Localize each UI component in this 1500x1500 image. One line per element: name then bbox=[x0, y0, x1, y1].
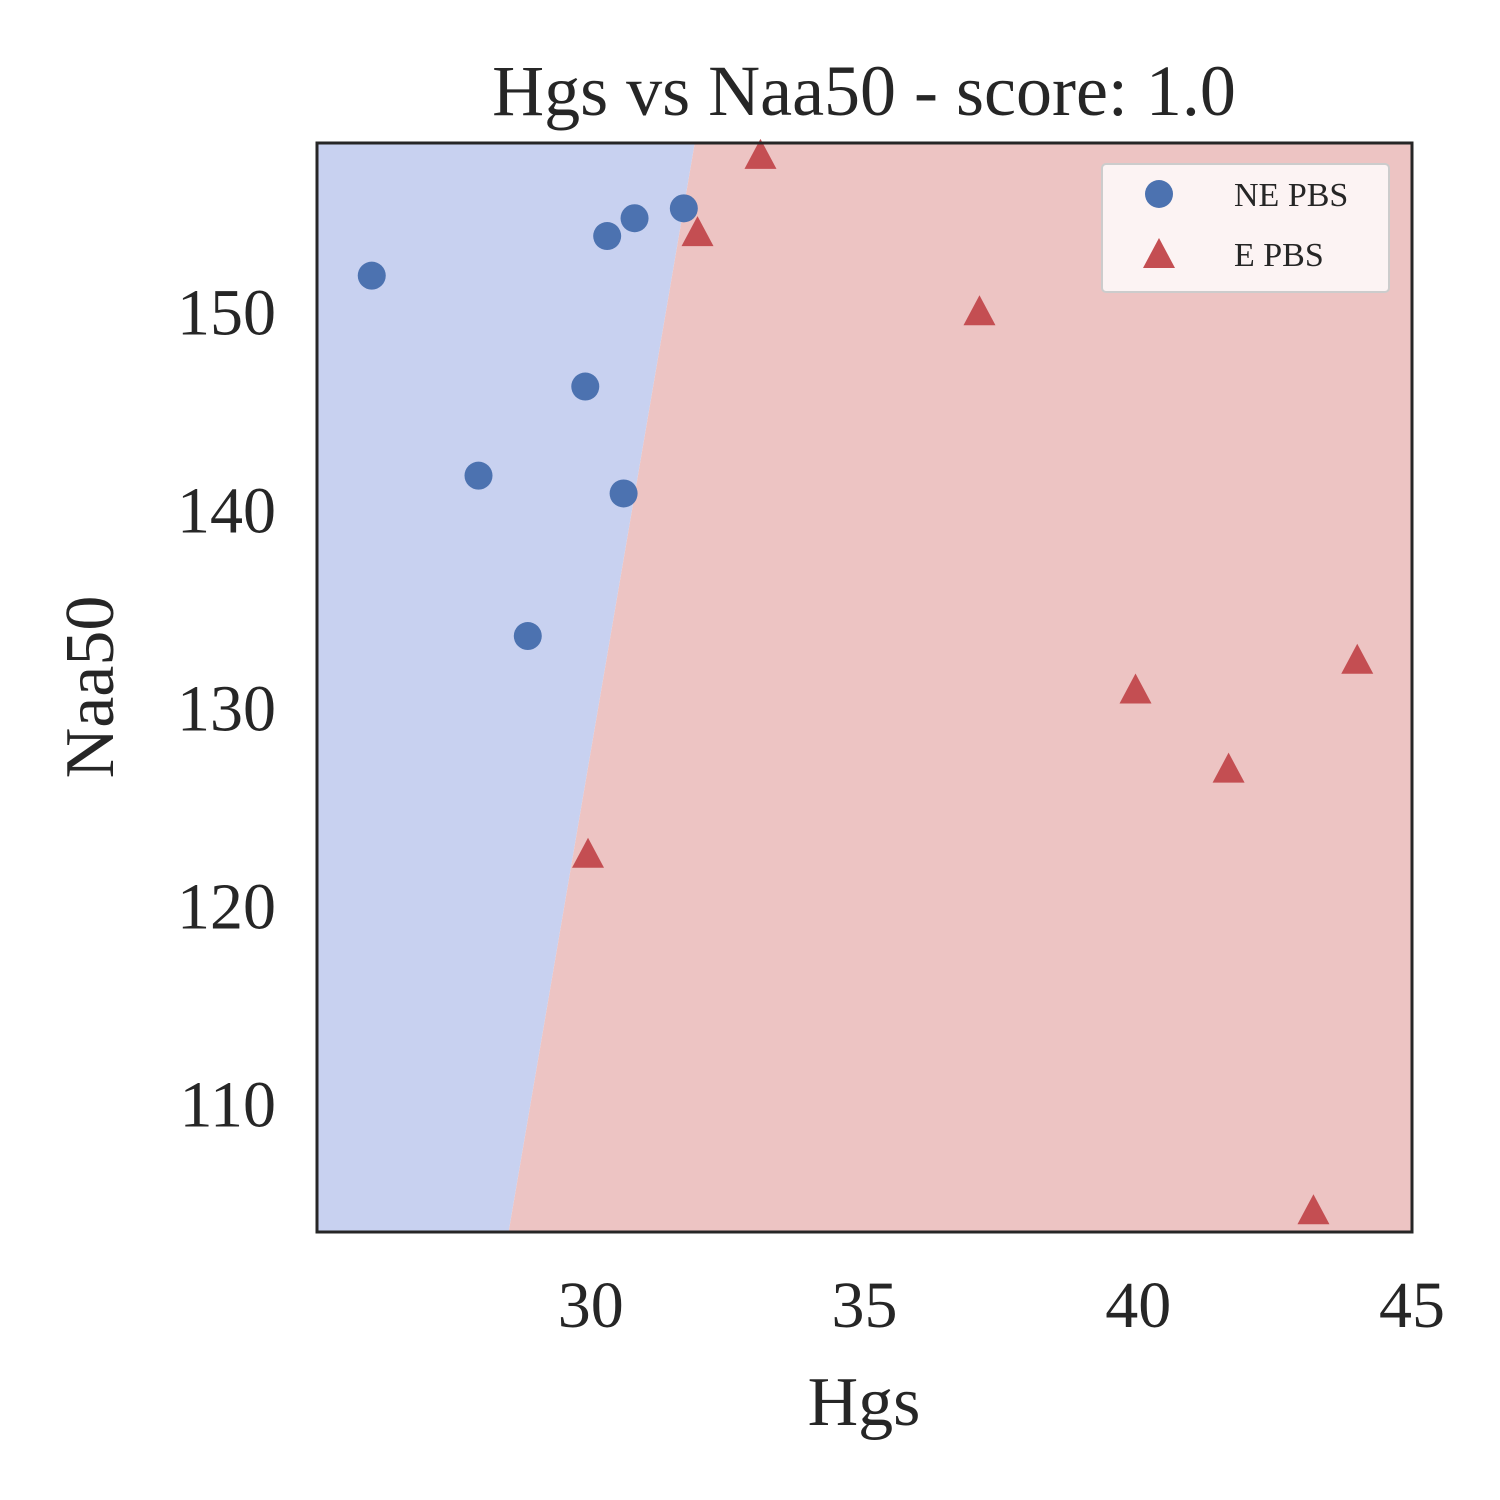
data-point-e-pbs bbox=[1212, 752, 1245, 783]
legend-ne-pbs-label: NE PBS bbox=[1234, 177, 1348, 214]
x-tick-label: 35 bbox=[832, 1269, 898, 1342]
data-point-e-pbs bbox=[1341, 643, 1374, 674]
decision-regions bbox=[317, 143, 1412, 1232]
legend-e-pbs-label: E PBS bbox=[1234, 237, 1324, 274]
legend-ne-pbs-marker bbox=[1145, 180, 1173, 208]
y-tick-label: 120 bbox=[177, 870, 276, 943]
data-point-ne-pbs bbox=[593, 222, 622, 251]
y-axis-label: Naa50 bbox=[52, 596, 129, 779]
data-point-e-pbs bbox=[681, 216, 714, 247]
x-tick-label: 45 bbox=[1379, 1269, 1445, 1342]
y-tick-label: 140 bbox=[177, 474, 276, 547]
data-point-ne-pbs bbox=[571, 372, 600, 401]
data-points bbox=[357, 138, 1374, 1225]
legend-e-pbs-marker bbox=[1143, 238, 1175, 268]
data-point-ne-pbs bbox=[357, 261, 386, 290]
plot-frame bbox=[315, 141, 1414, 1234]
chart-title: Hgs vs Naa50 - score: 1.0 bbox=[492, 51, 1236, 131]
region-e-pbs bbox=[508, 143, 1412, 1232]
data-point-e-pbs bbox=[572, 837, 605, 868]
region-ne-pbs bbox=[317, 143, 695, 1232]
data-point-ne-pbs bbox=[464, 461, 493, 490]
data-point-ne-pbs bbox=[609, 479, 638, 508]
data-point-ne-pbs bbox=[669, 194, 698, 223]
x-axis-ticks: 30 35 40 45 bbox=[558, 1269, 1445, 1342]
y-axis-ticks: 110 120 130 140 150 bbox=[177, 276, 276, 1141]
legend: NE PBS E PBS bbox=[1101, 163, 1390, 293]
data-point-e-pbs bbox=[744, 138, 777, 169]
x-tick-label: 30 bbox=[558, 1269, 624, 1342]
legend-box bbox=[1101, 163, 1390, 293]
data-point-ne-pbs bbox=[620, 204, 649, 233]
data-point-e-pbs bbox=[1297, 1194, 1330, 1225]
y-tick-label: 110 bbox=[179, 1068, 276, 1141]
y-tick-label: 130 bbox=[177, 672, 276, 745]
x-tick-label: 40 bbox=[1105, 1269, 1171, 1342]
data-point-ne-pbs bbox=[513, 622, 542, 651]
data-point-e-pbs bbox=[963, 295, 996, 326]
x-axis-label: Hgs bbox=[808, 1364, 921, 1441]
y-tick-label: 150 bbox=[177, 276, 276, 349]
data-point-e-pbs bbox=[1119, 673, 1152, 704]
